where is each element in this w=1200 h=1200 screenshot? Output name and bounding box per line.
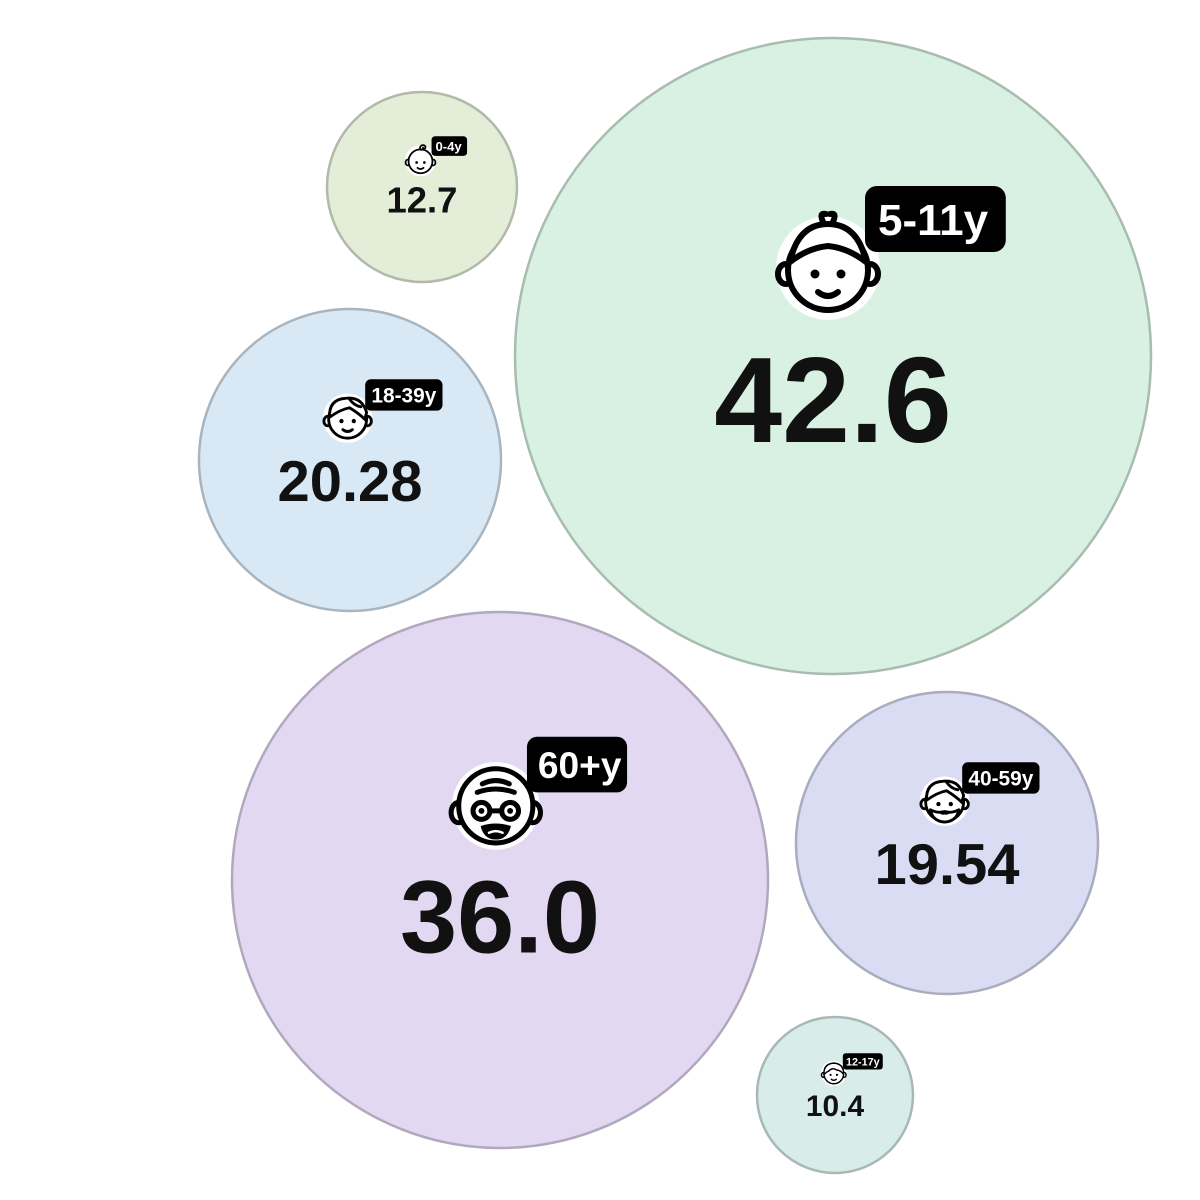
bubble-5-11y: 5-11y 42.6 <box>513 36 1153 676</box>
bubble-18-39y: 18-39y 20.28 <box>197 307 503 613</box>
age-label: 0-4y <box>435 139 462 154</box>
baby-face-icon <box>404 144 437 177</box>
age-label: 12-17y <box>846 1056 880 1068</box>
value-label: 12.7 <box>387 180 458 221</box>
age-tag: 60+y <box>526 736 628 793</box>
bubble-60plusy: 60+y 36.0 <box>230 610 770 1150</box>
value-label: 36.0 <box>400 859 600 974</box>
bubble-circle <box>230 610 770 1150</box>
age-tag: 12-17y <box>842 1053 883 1070</box>
age-label: 18-39y <box>371 384 436 407</box>
age-tag: 40-59y <box>962 762 1040 794</box>
teen-face-icon <box>820 1060 847 1087</box>
age-label: 60+y <box>538 744 622 786</box>
bubble-12-17y: 12-17y 10.4 <box>755 1015 915 1175</box>
bearded-adult-face-icon <box>919 776 970 826</box>
age-tag: 0-4y <box>431 136 468 156</box>
age-tag: 18-39y <box>365 379 443 411</box>
young-adult-face-icon <box>322 393 373 443</box>
value-label: 20.28 <box>278 450 423 514</box>
value-label: 42.6 <box>714 332 951 468</box>
value-label: 19.54 <box>875 833 1020 897</box>
bubble-circle <box>325 90 519 284</box>
age-tag: 5-11y <box>865 186 1006 252</box>
elderly-face-icon <box>448 762 543 850</box>
value-label: 10.4 <box>806 1090 865 1123</box>
bubble-40-59y: 40-59y 19.54 <box>794 690 1100 996</box>
child-face-icon <box>775 210 881 320</box>
age-label: 5-11y <box>878 196 989 245</box>
bubble-0-4y: 0-4y 12.7 <box>325 90 519 284</box>
age-label: 40-59y <box>968 767 1033 790</box>
